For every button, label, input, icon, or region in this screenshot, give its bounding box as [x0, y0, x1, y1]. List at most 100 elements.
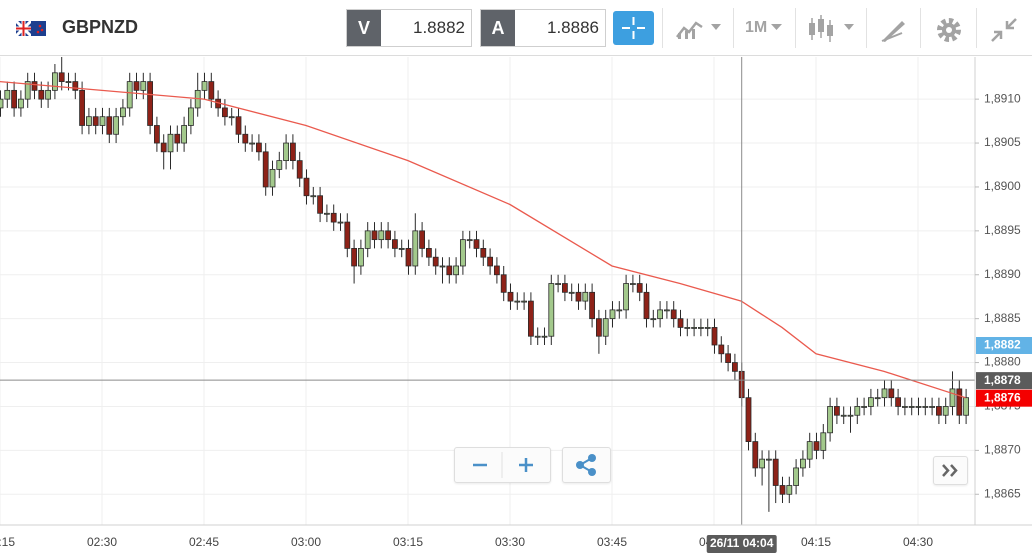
candle-body — [589, 291, 595, 320]
candle-body — [120, 107, 126, 118]
settings-button[interactable] — [935, 16, 963, 44]
bid-button[interactable]: V 1.8882 — [346, 9, 472, 47]
price-marker — [976, 389, 1032, 407]
candle-body — [86, 116, 92, 126]
candle-body — [609, 309, 616, 320]
candle-body — [902, 406, 908, 408]
candle-body — [99, 116, 106, 126]
candle-body — [745, 397, 752, 442]
candle-body — [323, 212, 330, 215]
ask-label: A — [481, 10, 515, 46]
separator — [976, 8, 977, 48]
candle-body — [473, 239, 480, 249]
crosshair-button[interactable] — [613, 11, 654, 45]
candle-body — [514, 300, 521, 303]
candle-body — [276, 160, 283, 170]
ask-button[interactable]: A 1.8886 — [480, 9, 606, 47]
candle-body — [242, 133, 249, 144]
candle-body — [521, 300, 527, 303]
candle-body — [174, 133, 181, 144]
candle-body — [24, 81, 31, 100]
candle-body — [956, 388, 963, 416]
candle-body — [419, 230, 426, 249]
candle-body — [337, 221, 344, 224]
candle-body — [643, 291, 650, 320]
candle-body — [908, 406, 915, 408]
candle-body — [670, 309, 677, 320]
candle-body — [208, 81, 215, 100]
candle-body — [65, 81, 72, 83]
candle-body — [262, 151, 269, 188]
candle-body — [17, 98, 24, 109]
candle-type-button[interactable] — [808, 14, 856, 44]
flag-icon — [16, 21, 46, 36]
candle-body — [425, 248, 432, 258]
candle-body — [779, 485, 786, 495]
candle-body — [691, 327, 697, 329]
candle-body — [330, 212, 337, 223]
candle-body — [793, 467, 799, 486]
candle-body — [58, 72, 65, 82]
candle-body — [827, 406, 833, 434]
candle-body — [861, 406, 867, 408]
candle-body — [432, 256, 439, 267]
zoom-in-button[interactable] — [519, 458, 533, 472]
chart-type-button[interactable] — [676, 17, 722, 41]
candle-body — [38, 89, 45, 100]
candle-body — [398, 248, 405, 250]
collapse-button[interactable] — [990, 17, 1018, 43]
ask-price: 1.8886 — [547, 18, 599, 37]
candle-body — [31, 81, 38, 91]
candle-body — [834, 406, 840, 416]
drawing-tools-button[interactable] — [880, 17, 906, 43]
candle-body — [446, 265, 453, 276]
candle-body — [657, 309, 663, 320]
separator — [866, 8, 867, 48]
candle-body — [541, 335, 548, 338]
candle-body — [874, 397, 881, 400]
timeframe-button[interactable]: 1M — [745, 19, 768, 36]
candle-body — [255, 142, 262, 153]
candle-body — [725, 353, 731, 363]
candle-body — [371, 230, 378, 241]
toolbar: GBPNZD V 1.8882 A 1.8886 1M — [0, 0, 1032, 56]
candle-body — [949, 388, 956, 407]
candle-body — [507, 291, 514, 302]
scroll-right-button[interactable] — [933, 456, 968, 485]
candle-body — [0, 98, 4, 109]
candle-body — [548, 283, 555, 337]
candle-body — [840, 414, 847, 417]
candle-body — [296, 160, 303, 179]
candle-body — [881, 388, 888, 399]
candle-body — [412, 230, 419, 267]
candle-body — [868, 397, 874, 407]
candle-body — [187, 107, 194, 126]
candle-body — [228, 116, 235, 119]
candle-body — [459, 239, 466, 267]
x-tick-label: 04:15 — [801, 535, 831, 549]
candle-body — [929, 406, 935, 408]
price-marker-label: 1,8882 — [984, 338, 1021, 352]
candle-body — [72, 81, 79, 91]
symbol[interactable]: GBPNZD — [62, 17, 138, 37]
candle-body — [623, 283, 629, 311]
candle-body — [602, 318, 609, 337]
candle-body — [800, 458, 806, 469]
price-marker-label: 1,8878 — [984, 373, 1021, 387]
axes: 1,88651,88701,88751,88801,88851,88901,88… — [0, 91, 1032, 553]
candle-body — [385, 230, 392, 241]
candle-body — [806, 441, 813, 460]
candle-body — [11, 89, 18, 109]
separator — [920, 8, 921, 48]
y-tick-label: 1,8890 — [984, 267, 1021, 281]
moving-average-line — [0, 80, 966, 399]
candle-body — [820, 432, 827, 451]
candle-body — [126, 81, 133, 109]
candle-body — [310, 195, 317, 198]
price-marker — [976, 372, 1032, 390]
share-button[interactable] — [562, 447, 611, 483]
candle-body — [391, 239, 398, 249]
candle-body — [487, 256, 494, 267]
candle-body — [493, 265, 500, 276]
